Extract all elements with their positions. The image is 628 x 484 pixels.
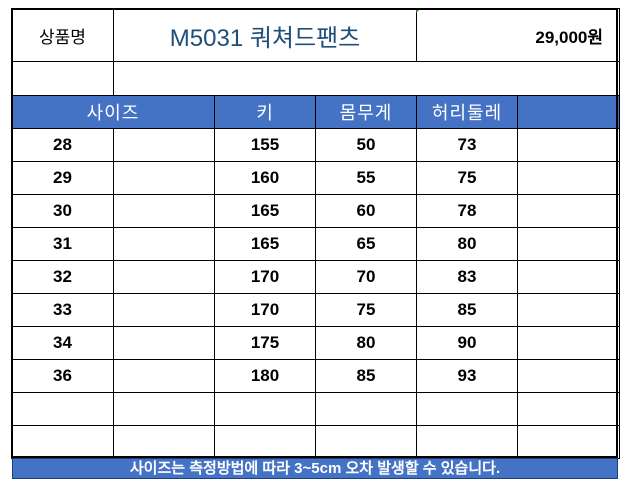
cell-size: 28: [11, 128, 114, 162]
cell-height: 160: [214, 161, 316, 195]
cell-weight: 70: [314, 260, 418, 294]
cell-blank: [113, 326, 215, 360]
cell-weight: 65: [314, 227, 418, 261]
cell-blank: [113, 227, 215, 261]
cell-blank: [517, 260, 621, 294]
cell-height: [214, 425, 316, 459]
cell-height: 165: [214, 194, 316, 228]
cell-blank: [113, 359, 215, 393]
cell-blank: [113, 128, 215, 162]
header-height: 키: [214, 95, 316, 129]
empty-row: [11, 61, 621, 96]
cell-blank: [113, 293, 215, 327]
empty-cell: [11, 61, 114, 96]
cell-weight: 50: [314, 128, 418, 162]
table-row: 30 165 60 78: [11, 194, 621, 228]
header-row: 사이즈 키 몸무게 허리둘레: [11, 95, 621, 129]
cell-weight: 85: [314, 359, 418, 393]
cell-blank: [517, 425, 621, 459]
cell-waist: 85: [416, 293, 519, 327]
cell-comment-marker: [416, 8, 421, 13]
cell-blank: [113, 392, 215, 426]
cell-weight: 55: [314, 161, 418, 195]
table-row: [11, 392, 621, 426]
cell-blank: [517, 293, 621, 327]
table-row: 31 165 65 80: [11, 227, 621, 261]
header-weight: 몸무게: [314, 95, 418, 129]
cell-blank: [113, 425, 215, 459]
cell-size: 34: [11, 326, 114, 360]
cell-height: 170: [214, 260, 316, 294]
cell-waist: 93: [416, 359, 519, 393]
cell-blank: [113, 260, 215, 294]
cell-waist: 75: [416, 161, 519, 195]
cell-height: 180: [214, 359, 316, 393]
cell-height: 155: [214, 128, 316, 162]
cell-waist: 78: [416, 194, 519, 228]
table-row: 33 170 75 85: [11, 293, 621, 327]
header-size: 사이즈: [11, 95, 215, 129]
product-price: 29,000원: [416, 8, 621, 62]
table-row: 28 155 50 73: [11, 128, 621, 162]
table-row: 36 180 85 93: [11, 359, 621, 393]
cell-weight: 60: [314, 194, 418, 228]
cell-blank: [517, 194, 621, 228]
cell-blank: [517, 326, 621, 360]
cell-size: [11, 425, 114, 459]
cell-waist: [416, 392, 519, 426]
cell-weight: 75: [314, 293, 418, 327]
cell-blank: [113, 194, 215, 228]
table-row: 32 170 70 83: [11, 260, 621, 294]
cell-size: 31: [11, 227, 114, 261]
cell-height: 170: [214, 293, 316, 327]
cell-blank: [517, 359, 621, 393]
header-empty: [517, 95, 621, 129]
cell-weight: [314, 425, 418, 459]
cell-blank: [517, 392, 621, 426]
product-row: 상품명 M5031 쿼쳐드팬츠 29,000원: [11, 8, 621, 62]
cell-blank: [113, 161, 215, 195]
product-label: 상품명: [11, 8, 114, 62]
cell-blank: [517, 128, 621, 162]
cell-height: 165: [214, 227, 316, 261]
footer-note: 사이즈는 측정방법에 따라 3~5cm 오차 발생할 수 있습니다.: [12, 458, 618, 479]
cell-waist: 83: [416, 260, 519, 294]
table-row: 34 175 80 90: [11, 326, 621, 360]
cell-size: 30: [11, 194, 114, 228]
cell-waist: [416, 425, 519, 459]
cell-size: 33: [11, 293, 114, 327]
cell-size: [11, 392, 114, 426]
cell-size: 36: [11, 359, 114, 393]
product-name: M5031 쿼쳐드팬츠: [112, 8, 418, 62]
cell-weight: [314, 392, 418, 426]
table-row: [11, 425, 621, 459]
cell-size: 29: [11, 161, 114, 195]
size-chart-table: 상품명 M5031 쿼쳐드팬츠 29,000원 사이즈 키 몸무게 허리둘레 2…: [11, 8, 621, 459]
header-waist: 허리둘레: [416, 95, 519, 129]
cell-size: 32: [11, 260, 114, 294]
table-row: 29 160 55 75: [11, 161, 621, 195]
cell-blank: [517, 161, 621, 195]
cell-waist: 80: [416, 227, 519, 261]
cell-waist: 90: [416, 326, 519, 360]
cell-height: 175: [214, 326, 316, 360]
empty-cell: [112, 61, 621, 96]
cell-blank: [517, 227, 621, 261]
cell-weight: 80: [314, 326, 418, 360]
cell-height: [214, 392, 316, 426]
cell-waist: 73: [416, 128, 519, 162]
